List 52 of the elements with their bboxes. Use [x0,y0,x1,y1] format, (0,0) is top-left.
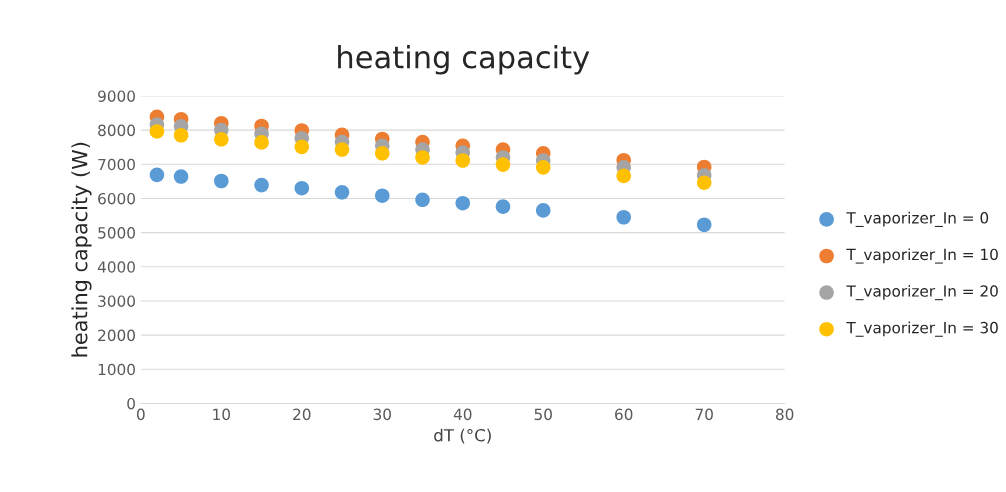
point [214,173,229,189]
legend-label: T_vaporizer_In = 20 [846,284,998,301]
y-tick-label: 9000 [98,90,135,102]
y-tick-label: 1000 [98,363,135,376]
x-tick-label: 10 [213,408,231,421]
point [334,142,350,157]
point [254,135,269,150]
point [535,203,551,218]
x-tick-label: 70 [695,408,713,421]
point [375,146,390,161]
point [696,175,712,191]
legend-label: T_vaporizer_In = 30 [846,321,998,337]
point [495,199,511,214]
x-tick-label: 50 [534,408,552,421]
x-tick-label: 20 [293,408,311,421]
point [294,180,310,196]
y-tick-label: 8000 [98,124,135,137]
point [214,132,229,147]
y-tick-label: 7000 [98,158,135,171]
x-axis-title: dT (°C) [434,428,491,444]
point [173,127,189,143]
point [294,139,310,155]
point [616,209,631,225]
x-tick-label: 40 [453,408,472,421]
x-tick-label: 30 [373,408,391,421]
point [254,177,269,193]
y-axis-title: heating capacity (W) [71,142,92,357]
x-tick-label: 0 [136,408,145,421]
y-tick-label: 4000 [97,261,135,273]
y-tick-label: 2000 [98,329,135,342]
y-tick-label: 0 [127,397,135,410]
y-tick-label: 3000 [98,295,135,307]
point [495,157,511,172]
point [149,167,165,183]
point [616,168,631,184]
point [149,124,165,139]
point [334,185,350,200]
point [415,192,430,208]
y-tick-label: 5000 [98,227,135,239]
chart-title: heating capacity [338,44,590,75]
legend-label: T_vaporizer_In = 10 [846,248,998,264]
x-tick-label: 80 [776,408,794,421]
point [696,217,712,233]
point [173,169,189,184]
point [375,188,390,203]
y-tick-label: 6000 [98,192,135,205]
point [415,150,430,165]
legend-label: T_vaporizer_In = 0 [846,211,989,227]
point [455,195,471,211]
x-tick-label: 60 [615,408,633,421]
point [535,160,551,175]
point [455,153,471,168]
